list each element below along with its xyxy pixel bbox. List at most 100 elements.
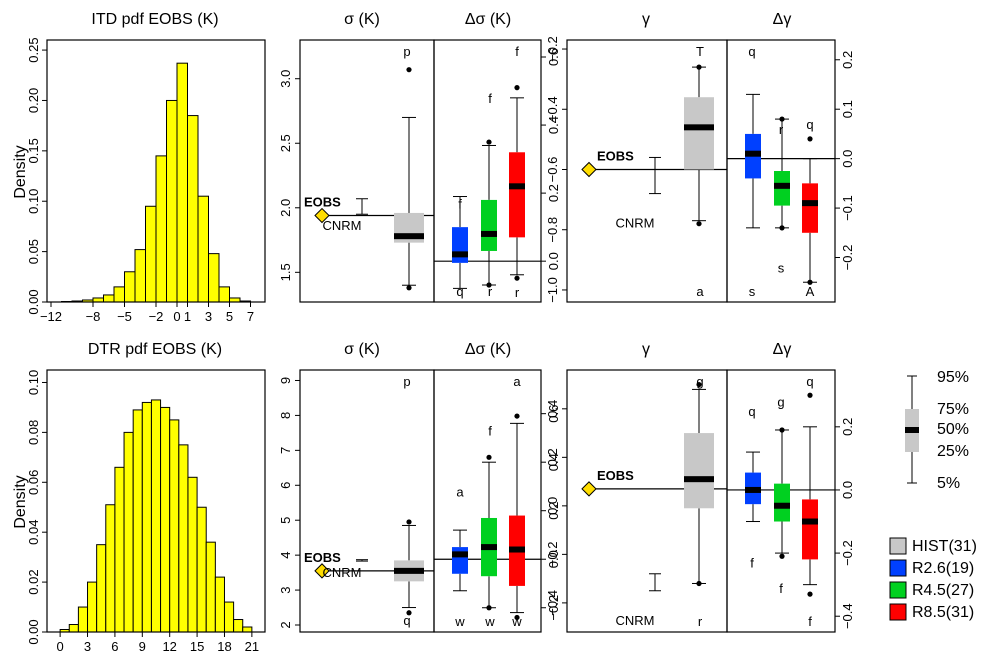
box-iqr	[481, 199, 497, 251]
hist-title: ITD pdf EOBS (K)	[91, 11, 218, 28]
x-tick-label: 1	[184, 309, 191, 324]
dgamma-title: Δγ	[773, 11, 792, 28]
y-tick-label: 0.2	[545, 448, 560, 466]
box-iqr	[684, 97, 714, 170]
plot-frame	[433, 39, 542, 303]
sigma-title: σ (K)	[344, 341, 380, 358]
key-label-25: 25%	[937, 443, 969, 460]
significance-letter: q	[748, 44, 755, 59]
significance-letter: w	[484, 614, 495, 629]
percentile-key: 95% 75% 50% 25% 5%	[905, 369, 969, 492]
significance-letter: r	[779, 122, 784, 137]
histogram-bar	[160, 406, 171, 633]
histogram-panel: 0 3 6 9 12 15 18 21 0.00 0.02 0.04 0.06 0.08 0.10	[26, 369, 266, 651]
key-label-75: 75%	[937, 401, 969, 418]
outlier-point	[514, 614, 520, 621]
legend-swatch	[889, 559, 907, 577]
outlier-point	[406, 285, 412, 291]
plot-frame	[433, 369, 542, 633]
legend-swatch	[889, 537, 907, 555]
significance-letter: r	[488, 284, 493, 299]
histogram-bar	[145, 205, 157, 303]
histogram-bar	[123, 431, 134, 633]
box-median	[745, 486, 761, 493]
cnrm-label: CNRM	[616, 216, 655, 231]
significance-letter: a	[456, 484, 464, 499]
outlier-point	[696, 381, 702, 388]
significance-letter: a	[513, 374, 521, 389]
y-tick-label: −0.8	[545, 217, 560, 243]
histogram-bar	[169, 419, 180, 633]
outlier-point	[807, 591, 813, 597]
row-itd: ITD pdf EOBS (K) Density σ (K) Δσ (K) γ …	[12, 11, 791, 199]
x-tick-label: −12	[40, 309, 62, 324]
plot-frame	[299, 369, 435, 633]
histogram-bar	[166, 99, 178, 303]
legend-label-r26: R2.6(19)	[912, 560, 974, 577]
gamma-panel: −1.0 −0.8 −0.6 −0.4 −0.2 EOBS CNRM Ta	[545, 36, 728, 303]
y-tick-label: 0.06	[26, 470, 41, 495]
histogram-bar	[103, 294, 115, 303]
y-tick-label: −0.6	[545, 157, 560, 183]
y-tick-label: 0.2	[546, 502, 561, 520]
y-tick-label: 1.5	[278, 263, 293, 281]
y-tick-label: 0.20	[26, 88, 41, 113]
outlier-point	[807, 136, 813, 142]
y-tick-label: 0.4	[546, 116, 561, 134]
plot-frame	[299, 39, 435, 303]
histogram-bar	[87, 581, 98, 633]
eobs-label: EOBS	[597, 468, 634, 483]
gamma-title: γ	[642, 11, 650, 28]
significance-letter: w	[454, 614, 465, 629]
box-iqr	[802, 183, 818, 233]
outlier-point	[486, 282, 492, 288]
y-tick-label: 0.4	[545, 400, 560, 418]
legend-label-r45: R4.5(27)	[912, 582, 974, 599]
box-iqr	[802, 499, 818, 560]
histogram-bar	[233, 619, 244, 633]
y-tick-label: −0.2	[840, 540, 855, 566]
box-median	[481, 230, 497, 237]
histogram-bar	[176, 62, 188, 303]
outlier-point	[486, 605, 492, 611]
x-tick-label: 21	[245, 639, 259, 651]
plot-frame	[726, 39, 836, 303]
significance-letter: w	[511, 614, 522, 629]
x-tick-label: 6	[111, 639, 118, 651]
y-tick-label: 9	[278, 377, 293, 384]
x-tick-label: 15	[190, 639, 204, 651]
significance-letter: a	[696, 284, 704, 299]
box-median	[774, 182, 790, 189]
y-tick-label: 0.0	[840, 481, 855, 499]
y-tick-label: 8	[278, 412, 293, 419]
outlier-point	[406, 610, 412, 616]
outlier-point	[696, 580, 702, 587]
y-tick-label: 0.0	[546, 252, 561, 270]
y-tick-label: 0.00	[26, 619, 41, 644]
chart-marks: −12 −8 −5 −2 0 1 3 5 70.000.050.100.150.200.251.…	[26, 36, 855, 651]
plot-frame	[46, 369, 266, 633]
y-tick-label: −0.2	[545, 542, 560, 568]
box-median	[684, 476, 714, 483]
box-iqr	[509, 152, 525, 238]
significance-letter: g	[696, 374, 703, 389]
significance-letter: f	[488, 424, 492, 439]
y-tick-label: 2.5	[278, 134, 293, 152]
significance-letter: q	[456, 284, 463, 299]
hist-ylabel: Density	[12, 475, 29, 528]
histogram-bar	[197, 195, 209, 303]
eobs-diamond-marker	[314, 563, 330, 579]
outlier-point	[779, 225, 785, 231]
box-median	[509, 546, 525, 553]
key-median	[905, 427, 919, 433]
significance-letter: f	[808, 614, 812, 629]
histogram-bar	[218, 286, 230, 303]
box-median	[394, 567, 424, 574]
key-label-50: 50%	[937, 421, 969, 438]
eobs-label: EOBS	[304, 550, 341, 565]
legend-swatch	[889, 603, 907, 621]
